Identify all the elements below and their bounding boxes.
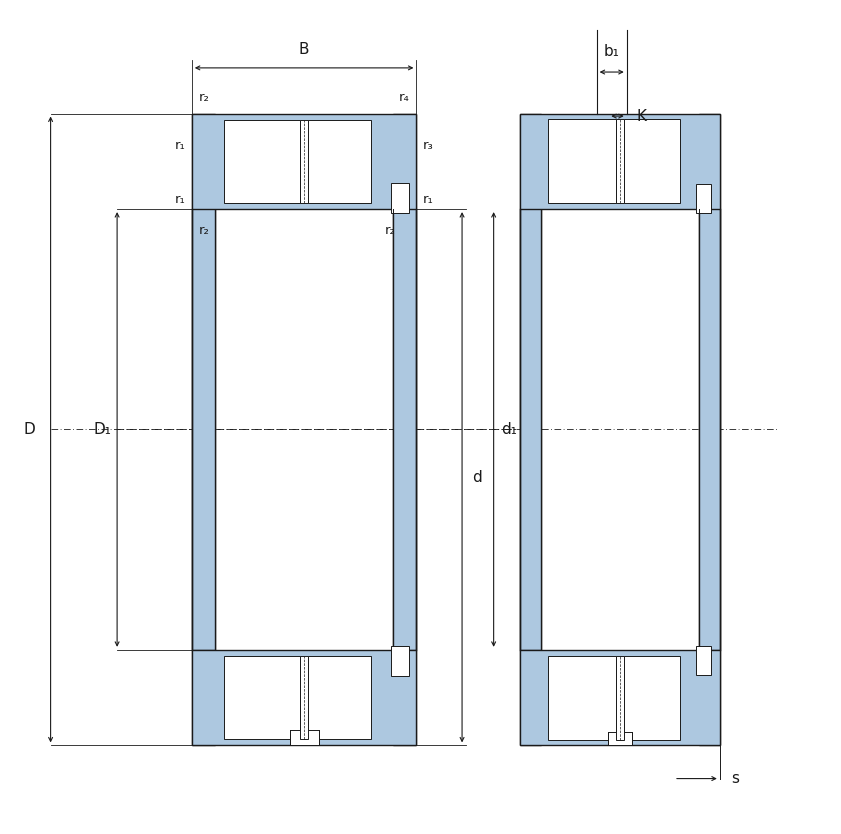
Polygon shape (300, 656, 309, 739)
Polygon shape (624, 656, 680, 740)
Polygon shape (393, 209, 416, 746)
Polygon shape (547, 656, 616, 740)
Polygon shape (309, 656, 371, 739)
Text: d₁: d₁ (500, 422, 516, 437)
Polygon shape (192, 650, 416, 746)
Polygon shape (390, 183, 409, 214)
Polygon shape (624, 119, 680, 203)
Polygon shape (192, 209, 215, 746)
Polygon shape (547, 119, 616, 203)
Polygon shape (521, 113, 541, 650)
Text: s: s (731, 771, 738, 786)
Polygon shape (192, 113, 215, 650)
Text: d: d (472, 470, 482, 485)
Polygon shape (607, 732, 632, 746)
Text: r₂: r₂ (198, 91, 209, 103)
Polygon shape (696, 646, 711, 675)
Polygon shape (309, 120, 371, 203)
Polygon shape (616, 119, 624, 203)
Polygon shape (224, 120, 300, 203)
Text: r₃: r₃ (423, 138, 434, 152)
Polygon shape (616, 656, 624, 740)
Text: D₁: D₁ (93, 422, 111, 437)
Polygon shape (699, 113, 720, 650)
Polygon shape (300, 120, 309, 203)
Text: K: K (637, 108, 647, 123)
Text: r₁: r₁ (175, 193, 185, 206)
Polygon shape (289, 731, 319, 746)
Text: r₂: r₂ (384, 224, 395, 237)
Polygon shape (521, 650, 720, 746)
Polygon shape (192, 113, 416, 209)
Text: B: B (299, 42, 309, 57)
Polygon shape (390, 646, 409, 676)
Text: r₁: r₁ (175, 138, 185, 152)
Polygon shape (393, 113, 416, 650)
Polygon shape (699, 209, 720, 746)
Text: r₂: r₂ (198, 224, 209, 237)
Polygon shape (521, 209, 541, 746)
Polygon shape (224, 656, 300, 739)
Text: r₁: r₁ (423, 193, 434, 206)
Text: r₄: r₄ (399, 91, 410, 103)
Polygon shape (696, 184, 711, 214)
Polygon shape (521, 113, 720, 209)
Text: D: D (24, 422, 35, 437)
Text: b₁: b₁ (604, 43, 620, 58)
